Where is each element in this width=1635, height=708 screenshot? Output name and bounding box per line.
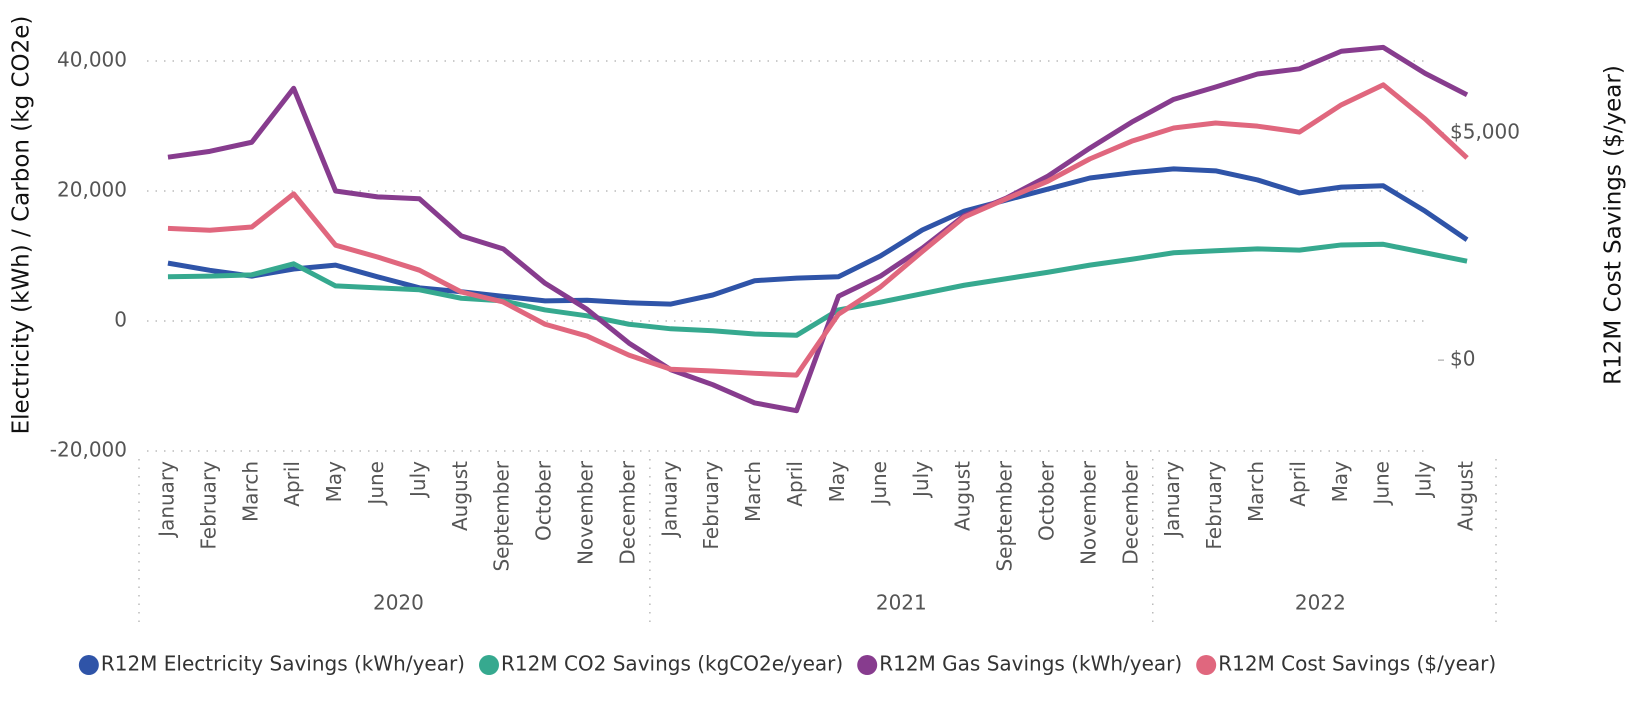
series-line [167, 82, 1469, 378]
x-tick-label: February [699, 461, 723, 550]
x-tick-label: March [741, 461, 765, 522]
series-line [167, 241, 1468, 338]
legend: R12M Electricity Savings (kWh/year) R12M … [78, 652, 1496, 676]
x-tick-label: November [1076, 460, 1100, 565]
x-tick-label: August [448, 461, 472, 531]
x-tick-label: December [1118, 460, 1142, 564]
legend-label: R12M Cost Savings ($/year) [1218, 652, 1496, 676]
x-tick-label: February [1202, 461, 1226, 550]
y-tick-label: 20,000 [57, 178, 127, 202]
x-tick-label: September [490, 460, 514, 571]
x-tick-label: June [1370, 461, 1394, 507]
group-label: 2022 [1295, 591, 1346, 615]
legend-marker [1196, 655, 1217, 675]
x-tick-label: May [322, 461, 346, 503]
x-tick-label: January [1160, 461, 1184, 539]
group-label: 2020 [373, 591, 424, 615]
series-line [167, 44, 1469, 414]
legend-marker [78, 655, 99, 675]
x-tick-label: October [532, 460, 556, 541]
x-tick-label: September [993, 460, 1017, 571]
x-tick-label: November [574, 460, 598, 565]
x-tick-label: January [154, 461, 178, 539]
x-tick-label: May [1328, 461, 1352, 503]
group-label: 2021 [876, 591, 927, 615]
series-line [167, 166, 1469, 307]
x-tick-label: April [1286, 461, 1310, 507]
legend-marker [857, 655, 878, 675]
x-tick-label: March [1244, 461, 1268, 522]
legend-label: R12M CO2 Savings (kgCO2e/year) [501, 652, 843, 676]
legend-marker [478, 655, 499, 675]
y2-tick-label: $5,000 [1450, 119, 1520, 143]
y-tick-label: -20,000 [50, 438, 127, 462]
y-axis-title: Electricity (kWh) / Carbon (kg CO2e) [9, 16, 35, 435]
legend-label: R12M Electricity Savings (kWh/year) [101, 652, 465, 676]
x-tick-label: January [657, 461, 681, 539]
legend-label: R12M Gas Savings (kWh/year) [879, 652, 1182, 676]
x-tick-label: August [951, 461, 975, 531]
y-tick-label: 40,000 [57, 48, 127, 72]
x-tick-label: July [1412, 461, 1436, 499]
x-tick-label: February [196, 461, 220, 550]
y2-tick-label: $0 [1450, 347, 1475, 371]
x-tick-label: August [1454, 461, 1478, 531]
x-tick-label: June [867, 461, 891, 507]
y-tick-label: 0 [114, 308, 127, 332]
y2-axis-title: R12M Cost Savings ($/year) [1601, 65, 1627, 385]
x-tick-label: July [909, 461, 933, 499]
x-tick-label: May [825, 461, 849, 503]
x-tick-label: March [238, 461, 262, 522]
x-tick-label: June [364, 461, 388, 507]
x-tick-label: December [615, 460, 639, 564]
x-tick-label: April [783, 461, 807, 507]
x-tick-label: April [280, 461, 304, 507]
x-tick-label: July [406, 461, 430, 499]
x-tick-label: October [1034, 460, 1058, 541]
